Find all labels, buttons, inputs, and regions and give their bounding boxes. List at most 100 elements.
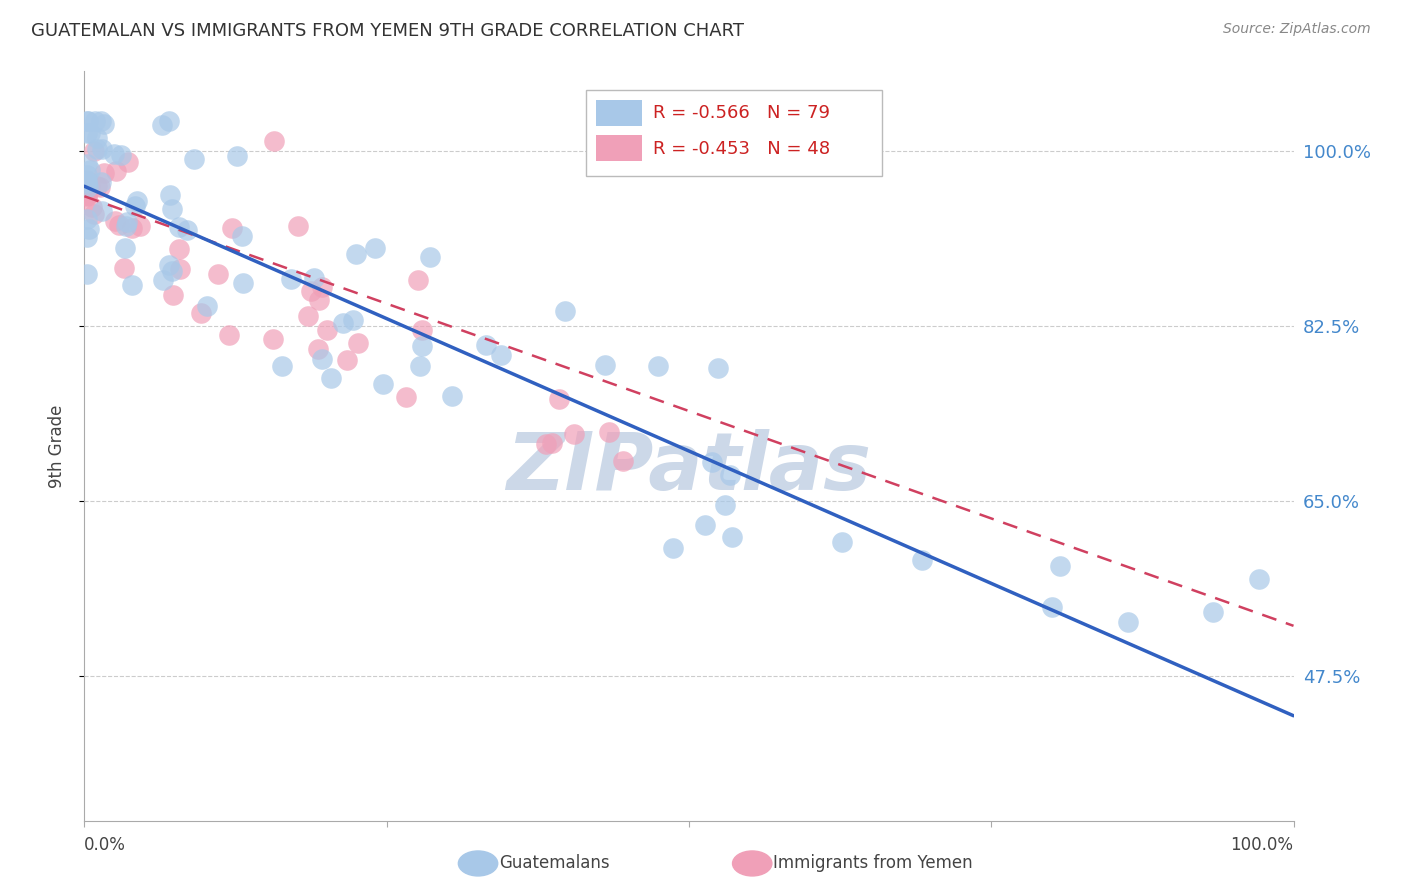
Text: Guatemalans: Guatemalans xyxy=(499,855,610,872)
Point xyxy=(371,377,394,392)
Point xyxy=(562,427,585,442)
Point xyxy=(474,338,496,352)
Point xyxy=(103,214,125,228)
Point xyxy=(80,201,103,215)
Point xyxy=(90,204,112,219)
Point xyxy=(76,211,98,226)
Point xyxy=(90,114,112,128)
Point xyxy=(79,127,101,141)
Point xyxy=(83,114,105,128)
Point xyxy=(91,142,114,156)
Text: 0.0%: 0.0% xyxy=(84,836,127,854)
FancyBboxPatch shape xyxy=(596,135,641,161)
Point xyxy=(263,134,285,148)
Point xyxy=(114,241,136,255)
Point xyxy=(721,530,744,544)
Point xyxy=(311,280,333,294)
Point xyxy=(76,183,98,197)
Point xyxy=(89,180,111,194)
Point xyxy=(86,178,108,193)
Y-axis label: 9th Grade: 9th Grade xyxy=(48,404,66,488)
Point xyxy=(183,153,205,167)
Point xyxy=(93,117,115,131)
Point xyxy=(112,260,135,275)
Point xyxy=(104,164,127,178)
Text: Immigrants from Yemen: Immigrants from Yemen xyxy=(773,855,973,872)
Point xyxy=(720,467,742,482)
Point xyxy=(93,166,115,180)
Point xyxy=(232,277,254,291)
Point xyxy=(541,435,564,450)
Point xyxy=(394,390,416,404)
Point xyxy=(311,352,333,367)
Point xyxy=(90,175,112,189)
Point xyxy=(231,228,253,243)
FancyBboxPatch shape xyxy=(586,90,883,177)
Point xyxy=(441,389,464,403)
Point xyxy=(218,327,240,342)
Point xyxy=(167,220,190,235)
Point xyxy=(115,215,138,229)
Point xyxy=(299,284,322,298)
Point xyxy=(162,264,184,278)
Point xyxy=(169,261,191,276)
Point xyxy=(406,273,429,287)
Point xyxy=(714,498,737,512)
Point xyxy=(911,552,934,566)
Point xyxy=(297,309,319,323)
Point xyxy=(554,304,576,318)
Point xyxy=(308,293,330,307)
Point xyxy=(364,241,387,255)
Point xyxy=(593,358,616,372)
Point xyxy=(411,339,433,353)
Point xyxy=(77,179,100,194)
Point xyxy=(150,118,173,132)
Point xyxy=(114,219,136,233)
Point xyxy=(319,371,342,385)
Point xyxy=(83,206,105,220)
Point xyxy=(280,272,302,286)
Point xyxy=(262,332,284,346)
Point xyxy=(302,270,325,285)
FancyBboxPatch shape xyxy=(596,100,641,126)
Point xyxy=(1247,572,1270,586)
Point xyxy=(121,220,143,235)
Point xyxy=(612,453,634,467)
Point xyxy=(491,349,513,363)
Point xyxy=(162,288,184,302)
Point xyxy=(1201,605,1223,619)
Point xyxy=(271,359,294,373)
Point xyxy=(336,353,359,368)
Point xyxy=(107,218,129,232)
Point xyxy=(110,148,132,162)
Point xyxy=(160,202,183,216)
Point xyxy=(76,174,98,188)
Point xyxy=(86,130,108,145)
Point xyxy=(125,194,148,208)
Point xyxy=(83,145,105,159)
Point xyxy=(647,359,669,373)
Point xyxy=(169,242,191,256)
Point xyxy=(79,221,101,235)
Point xyxy=(190,306,212,320)
Point xyxy=(76,188,98,202)
Point xyxy=(347,336,370,351)
Text: R = -0.566   N = 79: R = -0.566 N = 79 xyxy=(652,103,830,121)
Point xyxy=(226,149,249,163)
Point xyxy=(117,155,139,169)
Point xyxy=(207,267,229,281)
Point xyxy=(76,173,98,187)
Point xyxy=(152,273,174,287)
Point xyxy=(195,299,218,313)
Point xyxy=(1116,615,1139,630)
Point xyxy=(409,359,432,373)
Point xyxy=(419,250,441,264)
Point xyxy=(707,361,730,376)
Point xyxy=(1040,600,1063,615)
Point xyxy=(103,147,125,161)
Point xyxy=(695,517,717,532)
Point xyxy=(534,436,557,450)
Point xyxy=(76,176,98,190)
Point xyxy=(307,342,329,356)
Point xyxy=(76,188,98,202)
